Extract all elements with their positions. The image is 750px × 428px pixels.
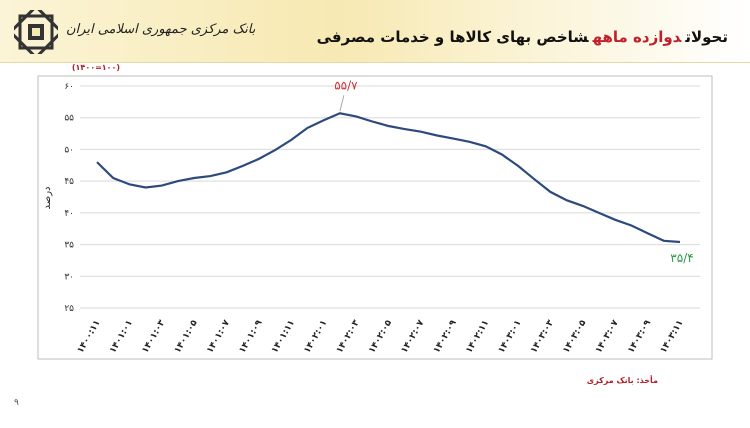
chart-title: تحولاتدوازده ماههشاخص بهای کالاها و خدما… xyxy=(313,28,728,46)
y-tick-label: ۶۰ xyxy=(64,82,74,92)
x-tick-label: ۱۴۰۱:۰۹ xyxy=(238,318,265,355)
header: بانک مرکزی جمهوری اسلامی ایران تحولاتدوا… xyxy=(0,0,750,63)
x-tick-label: ۱۴۰۱:۰۱ xyxy=(108,319,135,356)
x-tick-label: ۱۴۰۲:۰۹ xyxy=(432,318,459,355)
y-tick-label: ۳۰ xyxy=(64,272,74,282)
data-label: ۵۵/۷ xyxy=(334,78,358,92)
y-tick-label: ۴۵ xyxy=(64,177,74,187)
x-tick-label: ۱۴۰۱:۰۷ xyxy=(205,318,232,355)
x-tick-label: ۱۴۰۳:۰۹ xyxy=(626,318,653,355)
logo xyxy=(14,10,58,54)
data-label: ۳۵/۴ xyxy=(670,251,693,265)
y-tick-label: ۵۰ xyxy=(64,145,74,155)
chart-frame xyxy=(37,75,713,360)
x-tick-label: ۱۴۰۳:۰۵ xyxy=(561,318,588,355)
x-tick-label: ۱۴۰۳:۰۱ xyxy=(497,319,524,356)
title-part: شاخص بهای کالاها و خدمات مصرفی xyxy=(316,28,589,46)
data-line xyxy=(96,112,681,244)
y-tick-label: ۳۵ xyxy=(64,241,74,251)
x-tick-label: ۱۴۰۱:۰۳ xyxy=(140,318,167,355)
x-tick-label: ۱۴۰۱:۰۵ xyxy=(173,318,200,355)
page-number: ۹ xyxy=(14,398,19,408)
y-tick-label: ۵۵ xyxy=(64,114,74,124)
y-axis-label: درصد xyxy=(42,186,53,209)
title-part: دوازده ماهه xyxy=(592,28,682,46)
x-tick-label: ۱۴۰۲:۰۱ xyxy=(302,319,329,356)
x-tick-label: ۱۴۰۳:۱۱ xyxy=(659,319,686,356)
source: مأخذ: بانک مرکزی xyxy=(586,376,658,385)
y-unit: (۱۴۰۰=۱۰۰) xyxy=(72,63,120,72)
x-tick-label: ۱۴۰۳:۰۳ xyxy=(529,318,556,355)
bank-name: بانک مرکزی جمهوری اسلامی ایران xyxy=(66,22,256,37)
x-tick-label: ۱۴۰۲:۰۳ xyxy=(335,318,362,355)
title-part: تحولات xyxy=(685,28,728,46)
x-tick-label: ۱۴۰۲:۰۷ xyxy=(400,318,427,355)
x-tick-label: ۱۴۰۳:۰۷ xyxy=(594,318,621,355)
x-tick-label: ۱۴۰۲:۰۵ xyxy=(367,318,394,355)
x-tick-label: ۱۴۰۲:۱۱ xyxy=(464,319,491,356)
x-tick-label: ۱۴۰۰:۱۱ xyxy=(76,319,103,356)
y-tick-label: ۴۰ xyxy=(64,209,74,219)
x-tick-label: ۱۴۰۱:۱۱ xyxy=(270,319,297,356)
label-leader xyxy=(339,95,345,112)
y-tick-label: ۲۵ xyxy=(64,304,74,314)
